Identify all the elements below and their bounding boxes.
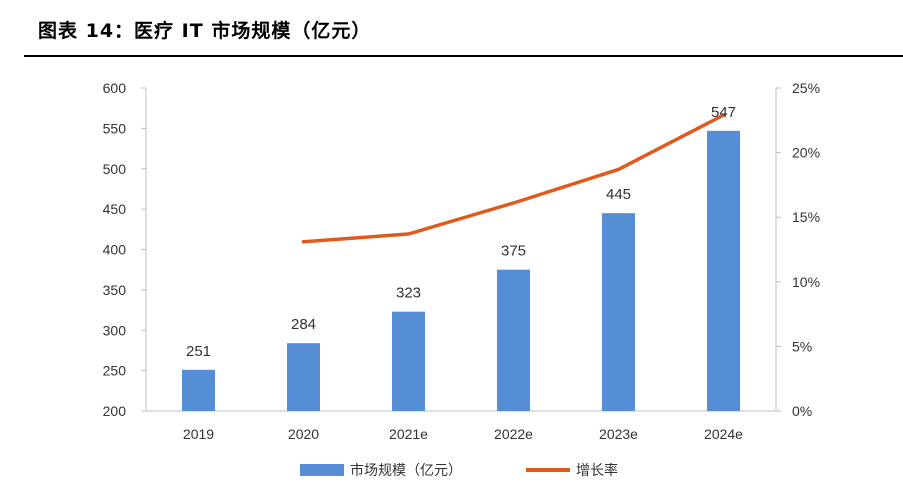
y-left-tick-label: 500 [103,161,127,177]
bar [707,130,740,412]
y-left-tick-label: 450 [103,201,127,217]
y-left-tick-label: 550 [103,120,127,136]
x-tick-label: 2021e [389,426,428,442]
x-tick-label: 2024e [704,426,743,442]
bar [287,343,320,411]
bar-data-label: 547 [711,104,736,121]
y-left-tick-label: 200 [103,403,127,419]
bar [602,213,635,411]
y-right-tick-label: 25% [792,80,820,96]
growth-line [301,113,726,244]
bar [392,311,425,411]
x-tick-label: 2019 [183,426,214,442]
x-tick-label: 2023e [599,426,638,442]
growth-rate-line [301,113,726,244]
x-tick-label: 2022e [494,426,533,442]
y-left-tick-label: 250 [103,363,127,379]
y-right-tick-label: 15% [792,209,820,225]
bar [182,369,215,411]
data-labels: 251 284 323 375 445 547 [186,104,736,360]
bar-data-label: 445 [606,186,631,203]
y-left-tick-label: 300 [103,322,127,338]
bars [182,130,740,412]
legend-swatch-bar [300,464,344,476]
page-title: 图表 14：医疗 IT 市场规模（亿元） [38,20,372,42]
axes: 200 250 300 350 400 450 500 550 600 0% 5% 10% 15% 20%… [103,80,820,442]
y-right-tick-label: 5% [792,338,812,354]
y-left-tick-label: 400 [103,242,127,258]
legend-label-market-size: 市场规模（亿元） [350,462,462,479]
bar [497,269,530,411]
bar-data-label: 375 [501,243,526,260]
y-left-tick-label: 600 [103,80,127,96]
y-right-tick-label: 0% [792,403,812,419]
bar-data-label: 323 [396,285,421,302]
x-tick-label: 2020 [288,426,319,442]
bar-data-label: 251 [186,343,211,360]
bar-data-label: 284 [291,316,316,333]
y-right-tick-label: 20% [792,145,820,161]
y-right-tick-label: 10% [792,274,820,290]
title-rule [24,55,903,57]
y-left-tick-label: 350 [103,282,127,298]
legend: 市场规模（亿元） 增长率 [300,462,618,479]
legend-label-growth-rate: 增长率 [576,462,618,479]
